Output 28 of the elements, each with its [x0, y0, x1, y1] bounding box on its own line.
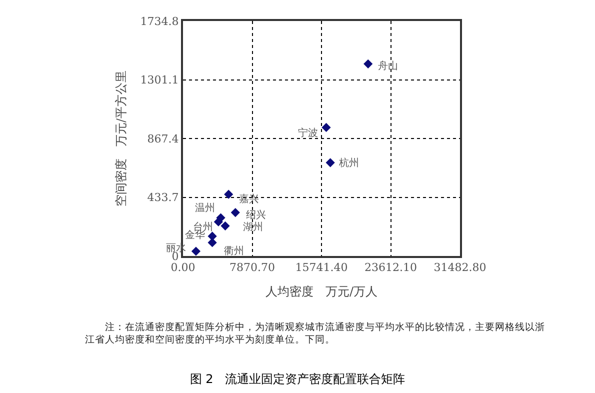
point — [191, 246, 201, 256]
point — [230, 208, 240, 218]
point — [224, 190, 234, 199]
annotation: 杭州 — [338, 157, 359, 169]
y-tick-label: 1301.1 — [140, 74, 179, 87]
annotation: 衢州 — [224, 245, 244, 257]
point — [364, 59, 373, 68]
x-tick-label: 7870.70 — [230, 261, 275, 274]
point — [322, 122, 331, 132]
x-tick-label: 0.00 — [170, 261, 196, 274]
x-tick-label: 31482.80 — [434, 261, 486, 274]
point — [326, 158, 335, 168]
point — [220, 221, 230, 230]
y-axis-title: 空间密度 万元/平方公里 — [114, 70, 128, 207]
annotation: 舟山 — [378, 60, 398, 72]
y-tick-label: 1734.8 — [140, 14, 179, 28]
y-tick-label: 433.7 — [147, 191, 179, 204]
x-tick-label: 15741.40 — [295, 261, 348, 274]
annotation: 温州 — [195, 202, 215, 214]
annotation: 湖州 — [243, 221, 263, 233]
text: 注：在流通密度配置矩阵分析中，为清晰观察城市流通密度与平均水平的比较情况，主要网格线以浙江省人均密度和空间密度的平均水平为刻度单位。下同。 — [85, 321, 545, 346]
text: 图 2 流通业固定资产密度配置联合矩阵 — [190, 372, 406, 386]
x-axis-title: 人均密度 万元/万人 — [265, 284, 378, 299]
annotation: 绍兴 — [246, 209, 266, 221]
point — [208, 238, 217, 248]
x-tick-label: 23612.10 — [364, 261, 417, 274]
y-tick-label: 867.4 — [147, 132, 179, 146]
annotation: 宁波 — [298, 127, 318, 139]
